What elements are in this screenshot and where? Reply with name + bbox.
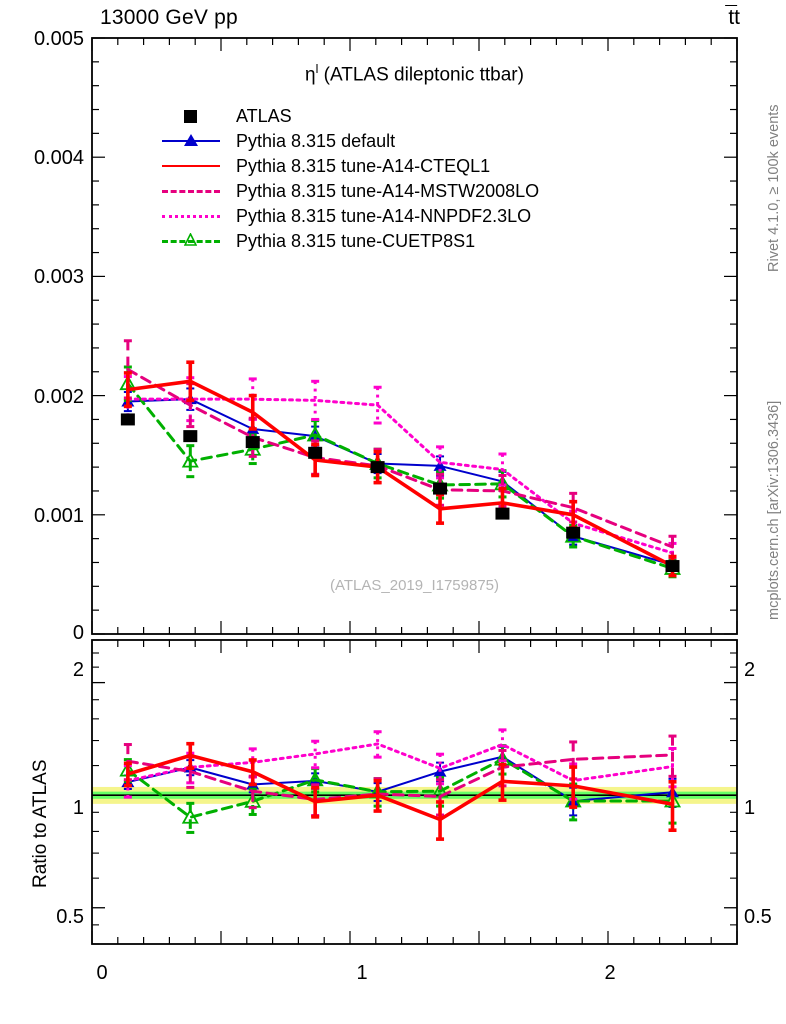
legend-line-sample [162, 190, 220, 193]
ratio-ytick-2-right: 2 [744, 659, 756, 681]
legend-label: Pythia 8.315 tune-A14-CTEQL1 [236, 156, 491, 176]
ratio-ytick-2-left: 2 [72, 659, 84, 681]
main-panel-frame [91, 37, 738, 635]
atlas-data-point [120, 413, 135, 426]
legend-line-sample [162, 215, 220, 218]
legend-label: Pythia 8.315 tune-CUETP8S1 [236, 231, 476, 251]
legend-key-icon [160, 129, 222, 154]
ratio-panel-data [119, 728, 682, 841]
atlas-data-point [665, 560, 680, 573]
legend-label: ATLAS [236, 106, 292, 126]
analysis-id-watermark: (ATLAS_2019_I1759875) [329, 577, 499, 594]
legend-triangle-marker [184, 134, 198, 146]
main-ytick-0.002: 0.002 [33, 386, 84, 408]
atlas-data-point [308, 446, 323, 459]
ratio-panel-frame [91, 639, 738, 945]
ratio-ytick-1-right: 1 [744, 797, 756, 819]
legend-key-icon [160, 154, 222, 179]
open-triangle-marker [181, 452, 199, 468]
legend-label: Pythia 8.315 default [236, 131, 396, 151]
title-rest: (ATLAS dileptonic ttbar) [318, 64, 524, 86]
main-plot-title: ηl (ATLAS dileptonic ttbar) [92, 62, 737, 86]
atlas-data-point [566, 526, 581, 539]
legend-line-sample [162, 240, 220, 243]
beam-energy-label: 13000 GeV pp [100, 6, 238, 29]
error-bars [123, 375, 677, 564]
series-pythia-8-315-tune-a14-nnpdf2-3lo [123, 375, 677, 564]
open-triangle-marker [181, 808, 199, 824]
ratio-ytick-0.5-left: 0.5 [56, 906, 84, 928]
legend-label: Pythia 8.315 tune-A14-NNPDF2.3LO [236, 206, 532, 226]
series-atlas [120, 413, 680, 573]
main-panel-data [119, 339, 682, 579]
xtick-0: 0 [96, 962, 108, 984]
series-line [126, 742, 674, 783]
legend-open-triangle-marker [184, 233, 197, 246]
legend-key-icon [160, 104, 222, 129]
xtick-2: 2 [604, 962, 616, 984]
atlas-data-point [433, 482, 448, 495]
legend-line-sample [162, 165, 220, 167]
legend-key-icon [160, 204, 222, 229]
atlas-data-point [183, 430, 198, 443]
main-ytick-0.004: 0.004 [33, 147, 84, 169]
legend-label: Pythia 8.315 tune-A14-MSTW2008LO [236, 181, 540, 201]
series-line [126, 753, 675, 822]
overline-bar [725, 4, 738, 7]
ratio-series-pythia-8-315-tune-a14-cteql1 [123, 741, 677, 841]
main-ytick-0.003: 0.003 [33, 266, 84, 288]
ratio-ytick-1-left: 1 [72, 797, 84, 819]
main-ytick-0.001: 0.001 [33, 505, 84, 527]
main-ytick-0: 0 [72, 622, 84, 644]
ratio-ytick-0.5-right: 0.5 [744, 906, 772, 928]
axes-frames [91, 37, 738, 945]
eta-superscript: l [315, 62, 319, 76]
atlas-data-point [495, 507, 510, 520]
atlas-data-point [370, 461, 385, 474]
triangle-marker [433, 459, 447, 471]
legend-key-icon [160, 179, 222, 204]
legend-square-marker [184, 110, 197, 123]
xtick-1: 1 [356, 962, 368, 984]
atlas-data-point [245, 436, 260, 449]
main-ytick-0.005: 0.005 [33, 28, 84, 50]
series-line [126, 397, 674, 555]
eta-symbol: η [305, 64, 316, 86]
axis-ticks [91, 37, 738, 945]
legend-key-icon [160, 229, 222, 254]
